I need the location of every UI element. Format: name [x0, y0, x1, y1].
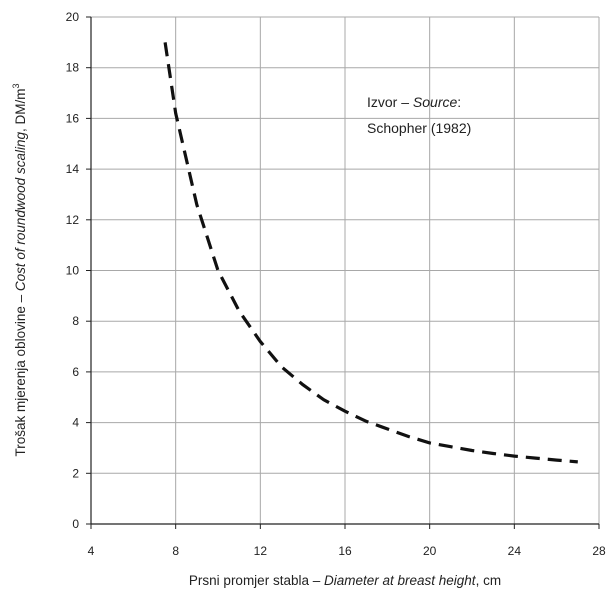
annotation-line-1: Izvor – Source: — [367, 94, 461, 110]
x-tick-label: 24 — [508, 544, 522, 558]
y-tick-label: 6 — [72, 365, 79, 379]
y-tick-label: 0 — [72, 517, 79, 531]
y-tick-label: 16 — [66, 111, 80, 125]
plot-area — [163, 42, 578, 464]
x-tick-label: 20 — [423, 544, 437, 558]
y-axis-label: Trošak mjerenja oblovine – Cost of round… — [11, 84, 28, 457]
y-tick-label: 20 — [66, 10, 80, 24]
axes — [86, 16, 600, 529]
y-tick-label: 14 — [66, 162, 80, 176]
x-tick-label: 16 — [338, 544, 352, 558]
x-tick-label: 4 — [88, 544, 95, 558]
x-tick-label: 28 — [592, 544, 606, 558]
grid — [90, 16, 600, 525]
x-tick-label: 12 — [254, 544, 268, 558]
y-tick-label: 18 — [66, 61, 80, 75]
series-line — [163, 42, 578, 464]
y-tick-label: 4 — [72, 416, 79, 430]
y-tick-label: 12 — [66, 213, 80, 227]
annotation-line-2: Schopher (1982) — [367, 120, 471, 136]
y-tick-label: 8 — [72, 314, 79, 328]
x-tick-label: 8 — [172, 544, 179, 558]
y-tick-label: 10 — [66, 264, 80, 278]
y-tick-label: 2 — [72, 466, 79, 480]
x-axis-label: Prsni promjer stabla – Diameter at breas… — [189, 573, 501, 588]
